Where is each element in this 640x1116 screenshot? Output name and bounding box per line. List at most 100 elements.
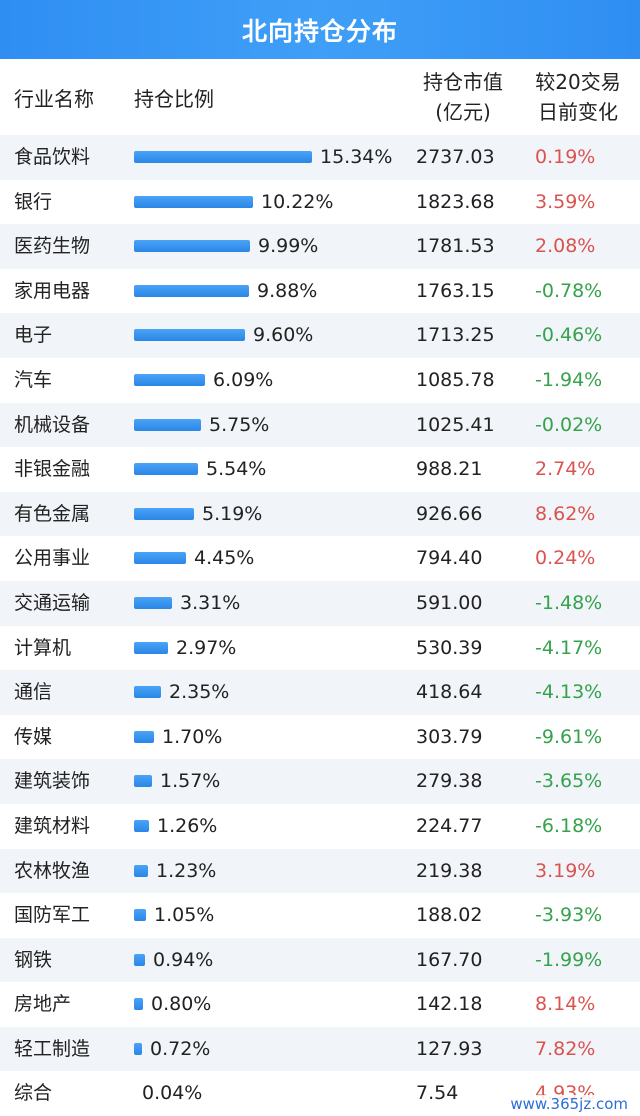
change-value: 2.08% bbox=[535, 235, 596, 258]
industry-name: 建筑材料 bbox=[14, 814, 91, 837]
ratio-bar bbox=[134, 463, 198, 476]
industry-name: 钢铁 bbox=[14, 948, 53, 971]
ratio-label: 1.05% bbox=[154, 904, 215, 927]
table-row: 钢铁 0.94% 167.70 -1.99% bbox=[0, 937, 640, 983]
ratio-bar bbox=[134, 909, 146, 922]
industry-name: 交通运输 bbox=[14, 591, 91, 614]
table-row: 公用事业 4.45% 794.40 0.24% bbox=[0, 536, 640, 581]
market-value: 1025.41 bbox=[416, 413, 495, 436]
industry-name: 农林牧渔 bbox=[14, 859, 91, 882]
industry-name: 公用事业 bbox=[14, 547, 91, 570]
change-value: -1.94% bbox=[535, 368, 603, 391]
change-value: -0.78% bbox=[535, 279, 603, 302]
market-value: 418.64 bbox=[416, 681, 483, 704]
industry-name: 房地产 bbox=[14, 993, 72, 1016]
ratio-label: 1.57% bbox=[160, 770, 221, 793]
header-value-line1: 持仓市值 bbox=[423, 70, 503, 94]
table-row: 银行 10.22% 1823.68 3.59% bbox=[0, 180, 640, 225]
table-row: 汽车 6.09% 1085.78 -1.94% bbox=[0, 358, 640, 403]
industry-name: 食品饮料 bbox=[14, 146, 91, 168]
change-value: -6.18% bbox=[535, 814, 603, 837]
change-value: 8.62% bbox=[535, 502, 596, 525]
industry-name: 家用电器 bbox=[14, 279, 91, 302]
header-change-line2: 日前变化 bbox=[538, 100, 618, 124]
ratio-label: 4.45% bbox=[194, 547, 255, 570]
header-ratio: 持仓比例 bbox=[134, 87, 214, 111]
table-row: 国防军工 1.05% 188.02 -3.93% bbox=[0, 893, 640, 938]
ratio-label: 2.35% bbox=[169, 681, 230, 704]
table-row: 通信 2.35% 418.64 -4.13% bbox=[0, 670, 640, 715]
ratio-label: 1.70% bbox=[162, 725, 223, 748]
ratio-bar bbox=[134, 686, 161, 699]
ratio-label: 1.26% bbox=[157, 814, 218, 837]
change-value: 7.82% bbox=[535, 1037, 596, 1060]
change-value: 0.24% bbox=[535, 547, 596, 570]
market-value: 142.18 bbox=[416, 993, 483, 1016]
change-value: 3.59% bbox=[535, 190, 596, 213]
industry-name: 银行 bbox=[14, 190, 53, 213]
ratio-label: 5.19% bbox=[202, 502, 263, 525]
ratio-label: 2.97% bbox=[176, 636, 237, 659]
title-bar: 北向持仓分布 bbox=[0, 0, 640, 59]
industry-name: 通信 bbox=[14, 681, 53, 704]
table-row: 农林牧渔 1.23% 219.38 3.19% bbox=[0, 848, 640, 894]
industry-name: 综合 bbox=[14, 1082, 53, 1105]
industry-name: 汽车 bbox=[14, 368, 53, 391]
change-value: -0.02% bbox=[535, 413, 603, 436]
ratio-bar bbox=[134, 373, 205, 386]
ratio-bar bbox=[134, 596, 172, 609]
change-value: 3.19% bbox=[535, 859, 596, 882]
market-value: 591.00 bbox=[416, 591, 483, 614]
ratio-bar bbox=[134, 1042, 142, 1055]
table-row: 房地产 0.80% 142.18 8.14% bbox=[0, 982, 640, 1027]
change-value: -3.93% bbox=[535, 904, 603, 927]
ratio-label: 0.72% bbox=[150, 1037, 211, 1060]
ratio-bar bbox=[134, 819, 149, 832]
market-value: 224.77 bbox=[416, 814, 483, 837]
industry-name: 传媒 bbox=[14, 725, 53, 748]
table-row: 建筑装饰 1.57% 279.38 -3.65% bbox=[0, 759, 640, 804]
table-row: 家用电器 9.88% 1763.15 -0.78% bbox=[0, 269, 640, 314]
table-row: 非银金融 5.54% 988.21 2.74% bbox=[0, 447, 640, 492]
table-row: 机械设备 5.75% 1025.41 -0.02% bbox=[0, 402, 640, 448]
ratio-label: 9.99% bbox=[258, 235, 319, 258]
market-value: 127.93 bbox=[416, 1037, 483, 1060]
change-value: 2.74% bbox=[535, 458, 596, 481]
table-header: 行业名称 持仓比例 持仓市值 (亿元) 较20交易 日前变化 bbox=[0, 59, 640, 135]
ratio-label: 15.34% bbox=[320, 146, 393, 168]
market-value: 7.54 bbox=[416, 1082, 459, 1105]
industry-name: 计算机 bbox=[14, 636, 72, 659]
change-value: -9.61% bbox=[535, 725, 603, 748]
ratio-bar bbox=[134, 329, 245, 342]
ratio-bar bbox=[134, 151, 312, 163]
industry-name: 建筑装饰 bbox=[14, 770, 91, 793]
ratio-label: 0.94% bbox=[153, 948, 214, 971]
table-row: 计算机 2.97% 530.39 -4.17% bbox=[0, 626, 640, 671]
ratio-bar bbox=[134, 864, 148, 877]
ratio-label: 6.09% bbox=[213, 368, 274, 391]
ratio-label: 0.04% bbox=[142, 1082, 203, 1105]
table-row: 交通运输 3.31% 591.00 -1.48% bbox=[0, 580, 640, 626]
ratio-label: 9.88% bbox=[257, 279, 318, 302]
ratio-label: 5.75% bbox=[209, 413, 270, 436]
table-row: 传媒 1.70% 303.79 -9.61% bbox=[0, 715, 640, 760]
market-value: 2737.03 bbox=[416, 146, 495, 168]
market-value: 1085.78 bbox=[416, 368, 495, 391]
industry-name: 国防军工 bbox=[14, 904, 91, 927]
market-value: 988.21 bbox=[416, 458, 483, 481]
ratio-bar bbox=[134, 240, 250, 253]
market-value: 303.79 bbox=[416, 725, 483, 748]
industry-name: 医药生物 bbox=[14, 235, 91, 258]
ratio-label: 3.31% bbox=[180, 591, 241, 614]
ratio-bar bbox=[134, 284, 249, 297]
change-value: 0.19% bbox=[535, 146, 596, 168]
ratio-bar bbox=[134, 953, 145, 966]
market-value: 926.66 bbox=[416, 502, 483, 525]
header-change: 较20交易 日前变化 bbox=[524, 67, 632, 127]
market-value: 1713.25 bbox=[416, 324, 495, 347]
table-body: 食品饮料 15.34% 2737.03 0.19% 银行 10.22% 1823.68 3.5… bbox=[0, 135, 640, 1116]
ratio-bar bbox=[134, 998, 143, 1011]
ratio-label: 10.22% bbox=[261, 190, 334, 213]
table-row: 轻工制造 0.72% 127.93 7.82% bbox=[0, 1026, 640, 1072]
market-value: 219.38 bbox=[416, 859, 483, 882]
